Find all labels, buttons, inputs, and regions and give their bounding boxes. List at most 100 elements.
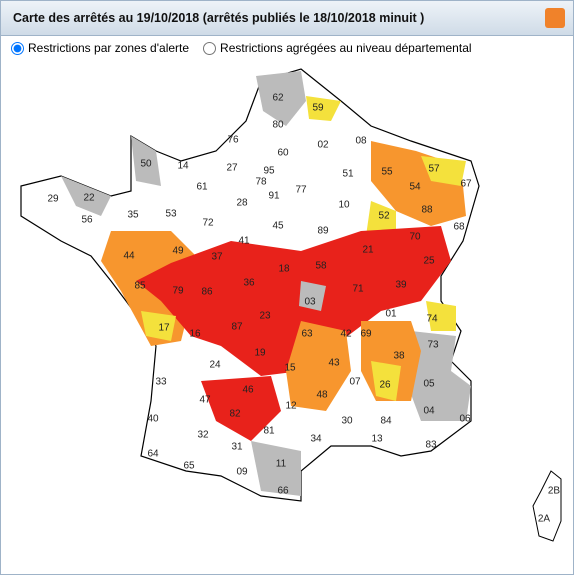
department-label: 44 [123, 251, 135, 262]
option[interactable]: Restrictions par zones d'alerte [11, 41, 189, 55]
orange-zone [286, 321, 351, 411]
department-label: 2A [538, 514, 551, 525]
department-label: 78 [255, 177, 267, 188]
gray-zone [251, 441, 301, 496]
department-label: 01 [385, 309, 397, 320]
department-label: 45 [272, 221, 284, 232]
radio[interactable] [11, 41, 24, 55]
department-label: 59 [312, 103, 324, 114]
department-label: 70 [409, 232, 421, 243]
department-label: 30 [341, 416, 353, 427]
department-label: 07 [349, 377, 361, 388]
red-zone [201, 376, 281, 441]
department-label: 31 [231, 442, 243, 453]
yellow-zone [371, 361, 401, 401]
department-label: 72 [202, 218, 214, 229]
department-label: 53 [165, 209, 177, 220]
department-label: 89 [317, 226, 329, 237]
department-label: 67 [460, 179, 472, 190]
department-label: 62 [272, 93, 284, 104]
department-label: 68 [453, 222, 465, 233]
department-label: 83 [425, 440, 437, 451]
department-label: 87 [231, 322, 243, 333]
department-label: 63 [301, 329, 313, 340]
department-label: 69 [360, 329, 372, 340]
department-label: 42 [340, 329, 352, 340]
department-label: 11 [276, 459, 287, 470]
department-label: 73 [427, 340, 439, 351]
gray-zone [131, 136, 161, 186]
department-label: 36 [243, 278, 255, 289]
department-label: 03 [304, 297, 316, 308]
department-label: 57 [428, 164, 440, 175]
yellow-zone [426, 301, 456, 331]
department-label: 74 [426, 314, 438, 325]
department-label: 33 [155, 377, 167, 388]
department-label: 28 [236, 198, 248, 209]
department-label: 76 [227, 135, 239, 146]
department-label: 14 [177, 161, 189, 172]
header: Carte des arrêtés au 19/10/2018 (arrêtés… [1, 1, 573, 36]
department-label: 71 [352, 284, 364, 295]
department-label: 84 [380, 416, 392, 427]
department-label: 65 [183, 461, 195, 472]
corsica [532, 470, 562, 542]
department-label: 60 [277, 148, 289, 159]
department-label: 17 [158, 323, 170, 334]
department-label: 23 [259, 311, 271, 322]
department-label: 91 [268, 191, 280, 202]
red-zone [136, 226, 451, 376]
department-label: 15 [284, 363, 296, 374]
department-label: 64 [147, 449, 159, 460]
department-label: 37 [211, 252, 223, 263]
department-label: 04 [423, 406, 435, 417]
department-label: 05 [423, 379, 435, 390]
department-label: 12 [285, 401, 297, 412]
department-label: 16 [189, 329, 201, 340]
department-label: 02 [317, 140, 329, 151]
radio[interactable] [203, 41, 217, 55]
yellow-zone [421, 156, 466, 186]
department-label: 08 [355, 136, 367, 147]
department-label: 51 [342, 169, 354, 180]
department-label: 26 [379, 380, 391, 391]
department-label: 18 [278, 264, 290, 275]
gray-zone [256, 71, 306, 126]
department-label: 09 [236, 467, 248, 478]
department-label: 06 [459, 414, 471, 425]
options: Restrictions par zones d'alerte Restrict… [1, 36, 573, 60]
department-label: 22 [83, 193, 95, 204]
department-label: 58 [315, 261, 327, 272]
department-label: 54 [409, 182, 421, 193]
department-label: 25 [423, 256, 435, 267]
department-label: 43 [328, 358, 340, 369]
department-label: 66 [277, 486, 289, 497]
department-label: 88 [421, 205, 433, 216]
department-label: 47 [199, 395, 211, 406]
gray-zone [406, 331, 471, 421]
department-label: 50 [140, 159, 152, 170]
department-label: 85 [134, 281, 146, 292]
department-label: 48 [316, 390, 328, 401]
department-label: 34 [310, 434, 322, 445]
yellow-zone [306, 96, 341, 121]
option[interactable]: Restrictions agrégées au niveau départem… [203, 41, 472, 55]
department-label: 81 [263, 426, 275, 437]
department-label: 29 [47, 194, 59, 205]
yellow-zone [141, 311, 176, 341]
department-label: 40 [147, 414, 159, 425]
department-label: 46 [242, 385, 254, 396]
department-label: 2B [548, 486, 561, 497]
department-label: 52 [378, 211, 390, 222]
rss-icon[interactable] [545, 8, 565, 28]
option-label: Restrictions agrégées au niveau départem… [220, 41, 472, 55]
department-label: 61 [196, 182, 208, 193]
department-label: 80 [272, 120, 284, 131]
department-label: 56 [81, 215, 93, 226]
department-label: 55 [381, 167, 393, 178]
department-label: 35 [127, 210, 139, 221]
title: Carte des arrêtés au 19/10/2018 (arrêtés… [13, 11, 425, 25]
department-label: 39 [395, 280, 407, 291]
